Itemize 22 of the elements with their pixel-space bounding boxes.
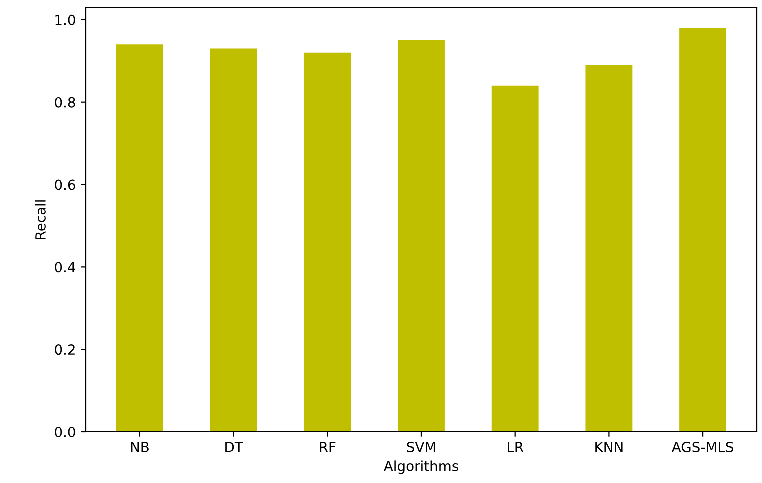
x-tick-label: SVM xyxy=(407,442,436,452)
x-tick-label: KNN xyxy=(596,442,623,452)
y-tick-label: 0.8 xyxy=(55,97,76,108)
bar xyxy=(586,65,633,432)
x-tick-label: DT xyxy=(226,442,244,452)
bar xyxy=(492,86,539,432)
y-axis-title: Recall xyxy=(35,200,46,240)
y-tick-label: 0.6 xyxy=(55,180,76,190)
bar xyxy=(398,40,445,432)
y-tick-label: 1.0 xyxy=(56,14,76,26)
y-tick-label: 0.0 xyxy=(55,426,76,438)
x-axis-title: Algorithms xyxy=(384,460,458,474)
x-tick-label: LR xyxy=(508,442,524,452)
bar xyxy=(210,48,258,432)
y-tick-label: 0.4 xyxy=(55,262,76,273)
bar xyxy=(680,28,726,432)
bar xyxy=(116,44,164,432)
bar xyxy=(304,52,352,432)
x-tick-label: NB xyxy=(131,442,149,452)
x-tick-label: RF xyxy=(320,442,336,452)
x-tick-label: AGS-MLS xyxy=(672,442,734,452)
y-tick-label: 0.2 xyxy=(55,344,75,356)
